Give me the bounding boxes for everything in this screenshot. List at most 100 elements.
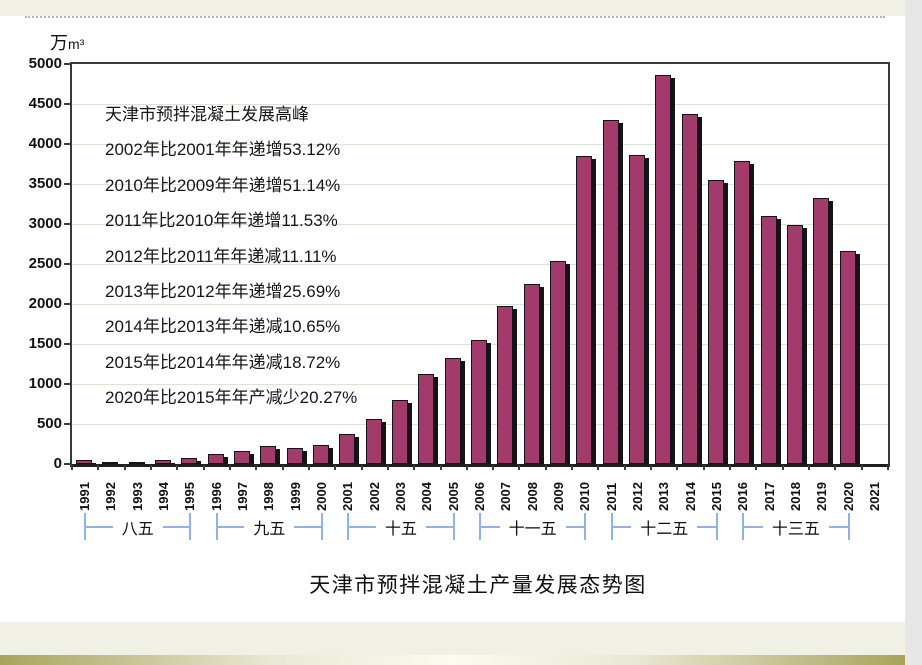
y-axis-tick-4000 <box>64 143 70 145</box>
gridline-2000 <box>72 304 888 305</box>
bar-1994 <box>155 460 172 464</box>
y-axis-label-500: 500 <box>36 415 62 432</box>
bar-2017 <box>760 216 777 464</box>
period-label-十三五: 十三五 <box>771 520 820 538</box>
y-axis-tick-3500 <box>64 183 70 185</box>
x-axis-tick-12 <box>386 465 389 470</box>
x-axis-label-1991: 1991 <box>77 482 93 511</box>
bracket-left-cap <box>84 513 87 540</box>
x-axis-tick-2 <box>123 465 126 470</box>
y-axis-unit-label: 万m³ <box>50 29 84 55</box>
y-axis-label-3500: 3500 <box>28 175 62 192</box>
period-bracket-十二五: 十二五 <box>610 513 718 540</box>
dotted-divider <box>25 16 885 18</box>
unit-cjk: 万 <box>50 33 68 53</box>
x-axis-tick-30 <box>860 465 863 470</box>
x-axis-label-1996: 1996 <box>208 482 224 511</box>
x-axis-label-2006: 2006 <box>472 482 487 511</box>
bracket-left-cap <box>610 513 613 540</box>
bar-2002 <box>365 419 382 464</box>
x-axis-label-2008: 2008 <box>524 482 540 511</box>
x-axis-label-2003: 2003 <box>393 482 409 511</box>
period-label-九五: 九五 <box>253 520 286 538</box>
bracket-left-line <box>349 525 377 528</box>
x-axis-tick-1 <box>97 465 100 470</box>
bar-2012 <box>628 155 645 464</box>
x-axis-label-1994: 1994 <box>156 482 172 511</box>
gridline-2500 <box>72 264 888 265</box>
bracket-left-cap <box>742 513 745 540</box>
bar-1998 <box>260 446 277 464</box>
bar-1992 <box>102 462 119 464</box>
x-axis-tick-4 <box>176 465 179 470</box>
annotation-line-1: 天津市预拌混凝土发展高峰 <box>105 105 309 124</box>
bracket-right-line <box>697 525 716 528</box>
x-axis-label-2009: 2009 <box>550 482 566 511</box>
x-axis-label-2001: 2001 <box>340 482 356 511</box>
y-axis-label-1000: 1000 <box>28 375 62 392</box>
x-axis-label-1993: 1993 <box>129 482 145 511</box>
bracket-right-line <box>426 525 453 528</box>
y-axis-label-4000: 4000 <box>28 135 62 152</box>
x-axis-tick-5 <box>202 465 205 470</box>
bar-1999 <box>286 448 303 464</box>
bracket-right-cap <box>715 513 718 540</box>
bracket-left-line <box>217 525 245 528</box>
y-axis-label-0: 0 <box>53 455 62 472</box>
unit-latin: m³ <box>68 36 85 52</box>
bar-1997 <box>234 451 251 464</box>
bracket-left-line <box>744 525 763 528</box>
x-axis-label-1999: 1999 <box>287 482 303 511</box>
x-axis-tick-7 <box>255 465 258 470</box>
y-axis-tick-2000 <box>64 303 70 305</box>
y-axis-tick-1000 <box>64 383 70 385</box>
x-axis-label-2005: 2005 <box>445 482 461 511</box>
x-axis-tick-11 <box>360 465 363 470</box>
x-axis-label-2000: 2000 <box>314 482 330 511</box>
x-axis-tick-14 <box>439 465 442 470</box>
annotation-line-3: 2010年比2009年年递增51.14% <box>105 175 341 195</box>
annotation-line-2: 2002年比2001年年递增53.12% <box>105 140 341 160</box>
annotation-line-4: 2011年比2010年年递增11.53% <box>105 211 338 231</box>
bracket-left-cap <box>347 513 350 540</box>
bracket-right-line <box>828 525 848 528</box>
period-bracket-九五: 九五 <box>215 513 324 540</box>
period-bracket-十三五: 十三五 <box>742 513 850 540</box>
x-axis-tick-29 <box>834 465 837 470</box>
bracket-right-line <box>162 525 190 528</box>
bar-1996 <box>207 454 224 464</box>
x-axis-tick-10 <box>334 465 337 470</box>
x-axis-label-2019: 2019 <box>814 482 830 511</box>
x-axis-label-2012: 2012 <box>629 482 645 511</box>
x-axis-label-1997: 1997 <box>235 482 251 511</box>
y-axis-tick-1500 <box>64 343 70 345</box>
period-label-十一五: 十一五 <box>508 520 557 538</box>
right-gray-strip <box>905 0 922 665</box>
bracket-right-line <box>294 525 322 528</box>
y-axis-label-2500: 2500 <box>28 255 62 272</box>
y-axis-tick-0 <box>64 463 70 465</box>
bracket-left-cap <box>479 513 481 540</box>
x-axis-tick-31 <box>887 465 889 470</box>
gridline-4500 <box>72 104 888 105</box>
x-axis-label-1992: 1992 <box>103 482 119 511</box>
x-axis-label-2010: 2010 <box>577 482 593 511</box>
bar-2005 <box>444 358 461 464</box>
bracket-right-line <box>565 525 585 528</box>
plot-area <box>70 62 890 467</box>
x-axis-label-1998: 1998 <box>261 482 277 511</box>
annotation-line-5: 2012年比2011年年递减11.11% <box>105 246 337 266</box>
bar-2010 <box>576 156 593 464</box>
bar-2020 <box>839 251 856 464</box>
x-axis-label-1995: 1995 <box>182 482 198 511</box>
x-axis-label-2007: 2007 <box>498 482 514 511</box>
x-axis-tick-18 <box>544 465 547 470</box>
y-axis-label-5000: 5000 <box>28 55 62 72</box>
period-bracket-十五: 十五 <box>347 513 455 540</box>
bottom-beige-band <box>0 622 905 655</box>
bar-2003 <box>392 400 409 464</box>
y-axis-label-4500: 4500 <box>28 95 62 112</box>
bar-2006 <box>471 340 487 464</box>
bar-2008 <box>523 284 540 464</box>
x-axis-tick-16 <box>492 465 495 470</box>
